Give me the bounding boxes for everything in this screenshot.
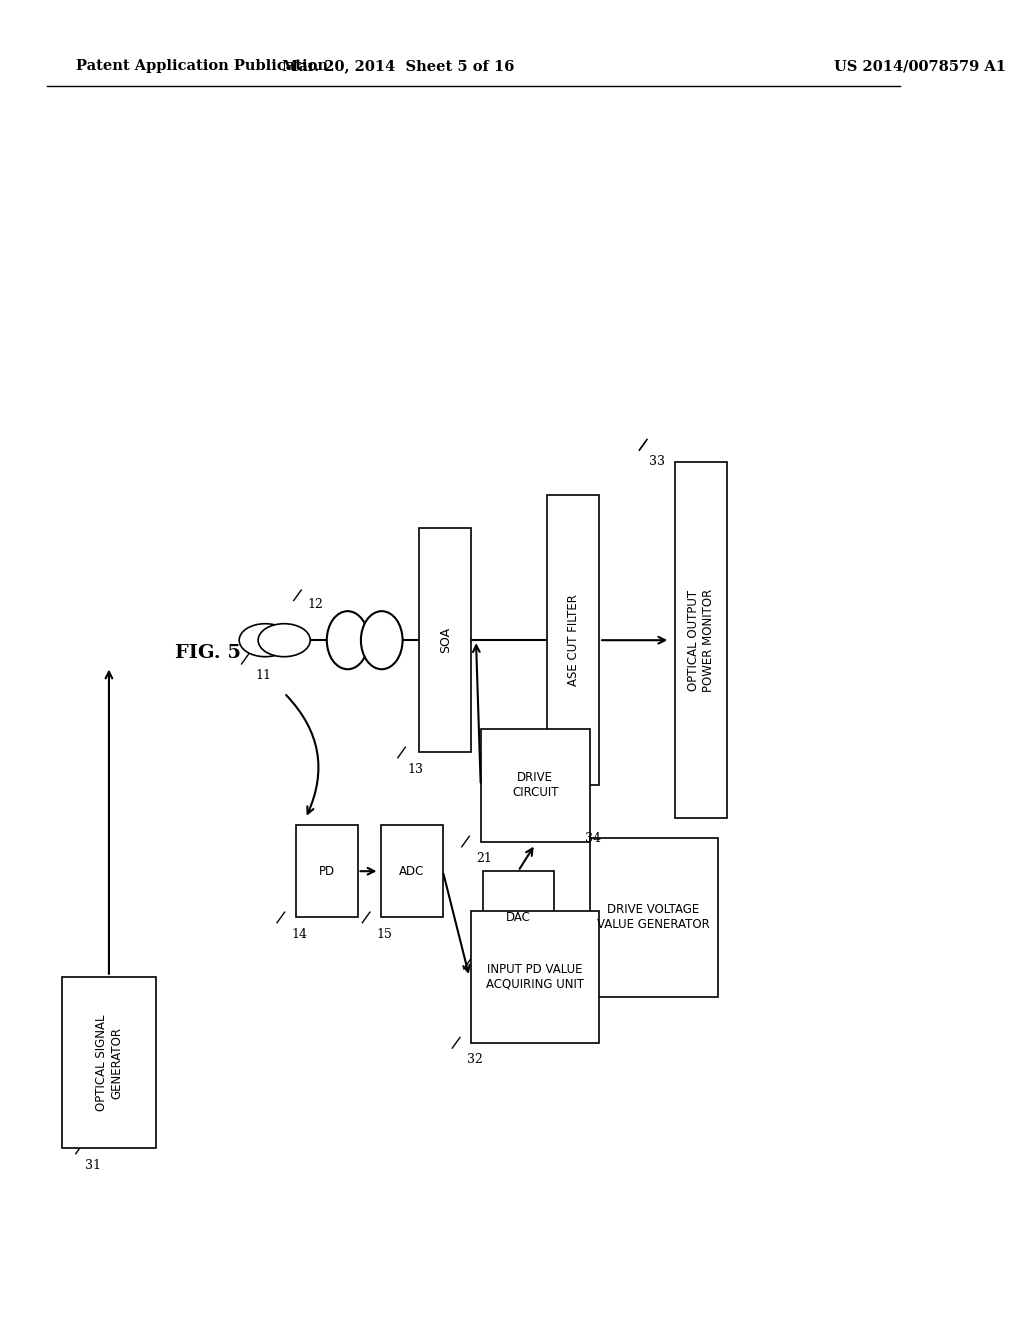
Text: FIG. 5: FIG. 5 <box>175 644 242 663</box>
FancyBboxPatch shape <box>296 825 357 917</box>
Circle shape <box>327 611 369 669</box>
Text: INPUT PD VALUE
ACQUIRING UNIT: INPUT PD VALUE ACQUIRING UNIT <box>486 962 585 991</box>
Ellipse shape <box>258 623 310 656</box>
FancyBboxPatch shape <box>675 462 727 818</box>
Text: OPTICAL SIGNAL
GENERATOR: OPTICAL SIGNAL GENERATOR <box>95 1014 123 1111</box>
Text: DRIVE VOLTAGE
VALUE GENERATOR: DRIVE VOLTAGE VALUE GENERATOR <box>597 903 710 932</box>
Text: SOA: SOA <box>438 627 452 653</box>
Text: 35: 35 <box>521 796 537 809</box>
Ellipse shape <box>240 623 291 656</box>
Circle shape <box>360 611 402 669</box>
Text: 12: 12 <box>308 598 324 611</box>
Text: 33: 33 <box>649 455 665 469</box>
FancyBboxPatch shape <box>547 495 599 785</box>
Text: ASE CUT FILTER: ASE CUT FILTER <box>566 594 580 686</box>
FancyBboxPatch shape <box>590 838 718 997</box>
FancyArrowPatch shape <box>286 696 318 813</box>
Text: Mar. 20, 2014  Sheet 5 of 16: Mar. 20, 2014 Sheet 5 of 16 <box>282 59 514 74</box>
FancyBboxPatch shape <box>381 825 442 917</box>
Text: 31: 31 <box>85 1159 101 1172</box>
FancyBboxPatch shape <box>471 911 599 1043</box>
Text: Patent Application Publication: Patent Application Publication <box>76 59 328 74</box>
Text: DRIVE
CIRCUIT: DRIVE CIRCUIT <box>512 771 558 800</box>
Text: DAC: DAC <box>506 911 530 924</box>
Text: 13: 13 <box>408 763 423 776</box>
Text: 20: 20 <box>478 974 494 987</box>
Text: OPTICAL OUTPUT
POWER MONITOR: OPTICAL OUTPUT POWER MONITOR <box>687 589 715 692</box>
Text: US 2014/0078579 A1: US 2014/0078579 A1 <box>834 59 1006 74</box>
Text: 14: 14 <box>291 928 307 941</box>
Text: PD: PD <box>318 865 335 878</box>
FancyBboxPatch shape <box>61 977 157 1148</box>
Text: 15: 15 <box>377 928 392 941</box>
FancyBboxPatch shape <box>419 528 471 752</box>
Text: 21: 21 <box>476 853 492 865</box>
Text: 34: 34 <box>585 832 601 845</box>
Text: 11: 11 <box>256 669 271 682</box>
FancyBboxPatch shape <box>482 871 554 964</box>
FancyBboxPatch shape <box>480 729 590 842</box>
Text: 32: 32 <box>467 1053 482 1067</box>
Text: ADC: ADC <box>399 865 425 878</box>
